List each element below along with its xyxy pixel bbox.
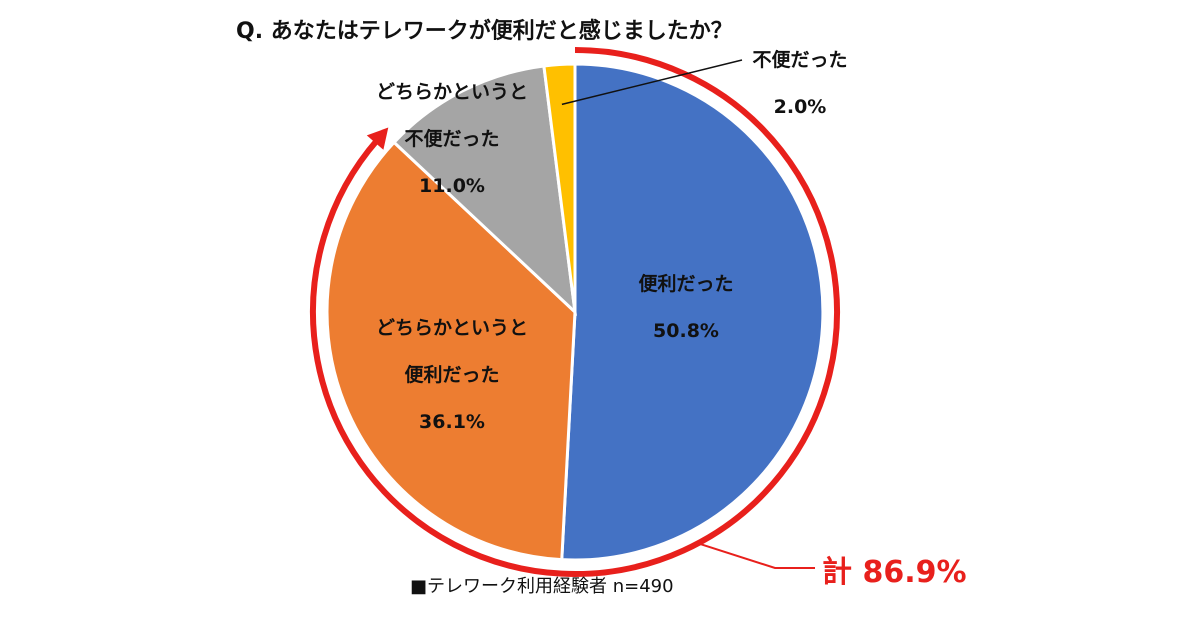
slice-category-label-1: どちらかというと bbox=[376, 317, 528, 339]
slices-layer bbox=[327, 64, 823, 560]
total-leader-line bbox=[698, 543, 815, 568]
slice-value-label-0: 50.8% bbox=[653, 320, 719, 342]
total-label: 計 86.9% bbox=[822, 555, 967, 590]
slice-value-label-2: 11.0% bbox=[419, 175, 485, 197]
pie-slice-0 bbox=[562, 64, 823, 560]
slice-category-label-2: どちらかというと bbox=[376, 81, 528, 103]
slice-category-label-0: 便利だった bbox=[638, 273, 733, 295]
chart-title: Q. あなたはテレワークが便利だと感じましたか？ bbox=[236, 18, 733, 44]
slice-value-label-1: 36.1% bbox=[419, 411, 485, 433]
slice-category-label-2: 不便だった bbox=[404, 128, 499, 150]
slice-category-label-1: 便利だった bbox=[404, 364, 499, 386]
footnote: ■テレワーク利用経験者 n=490 bbox=[410, 576, 674, 597]
slice-category-label-3: 不便だった bbox=[752, 49, 847, 71]
slice-value-label-3: 2.0% bbox=[774, 96, 827, 118]
